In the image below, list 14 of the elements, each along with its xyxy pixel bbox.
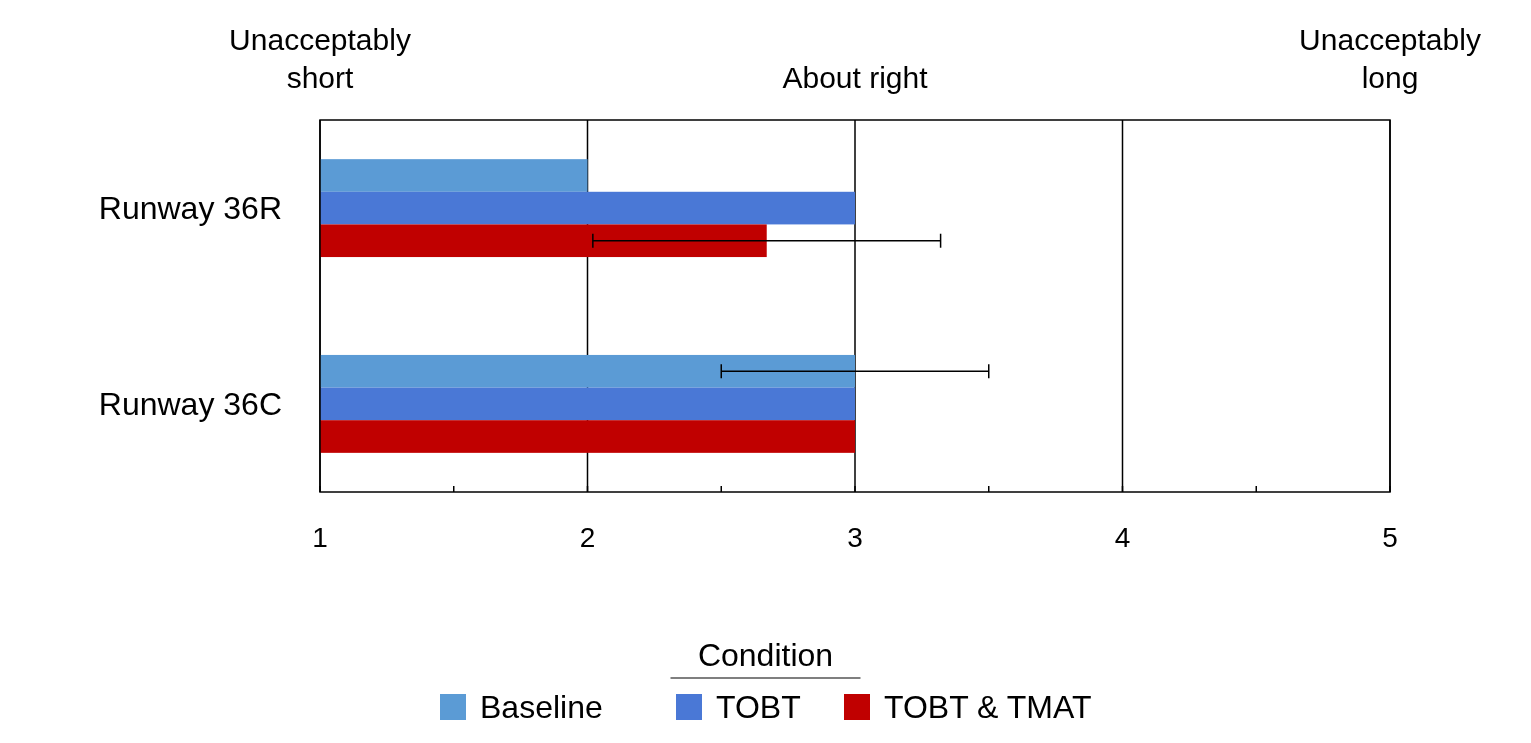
x-tick-label: 5: [1382, 522, 1398, 553]
x-tick-label: 1: [312, 522, 328, 553]
text: Unacceptably long: [1299, 23, 1481, 94]
x-tick-label: 3: [847, 522, 863, 553]
legend-label: Baseline: [480, 689, 603, 725]
legend-title: Condition: [697, 637, 834, 673]
legend-label: TOBT & TMAT: [884, 689, 1092, 725]
x-tick-label: 4: [1114, 522, 1131, 553]
text: About right: [782, 61, 929, 94]
y-tick-label: Runway 36R: [98, 190, 282, 227]
legend-label: TOBT: [716, 689, 801, 725]
y-tick-label: Runway 36C: [98, 385, 282, 422]
text: Unacceptably short: [229, 23, 411, 94]
x-tick-label: 2: [579, 522, 596, 553]
